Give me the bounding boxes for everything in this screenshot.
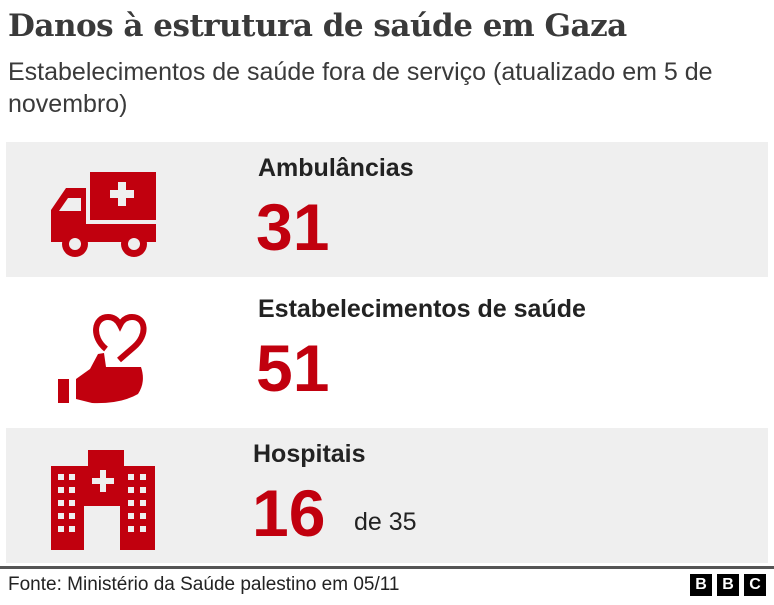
ambulance-icon: [51, 172, 156, 257]
page-subtitle: Estabelecimentos de saúde fora de serviç…: [8, 58, 713, 118]
footer-divider: [0, 566, 774, 569]
stat-panel-hospitals: Hospitais 16 de 35: [6, 428, 768, 563]
stat-value: 16: [252, 476, 326, 550]
source-note: Fonte: Ministério da Saúde palestino em …: [8, 574, 400, 595]
page-title: Danos à estrutura de saúde em Gaza: [8, 8, 627, 44]
bbc-logo: B B C: [690, 574, 766, 596]
stat-label: Estabelecimentos de saúde: [258, 295, 586, 323]
hospital-icon: [51, 450, 155, 550]
stat-panel-ambulances: Ambulâncias 31: [6, 142, 768, 277]
stat-label: Ambulâncias: [258, 154, 414, 182]
stat-value: 51: [256, 331, 330, 405]
bbc-logo-letter: B: [690, 574, 712, 596]
stat-total: de 35: [354, 508, 417, 536]
hand-heart-icon: [58, 313, 147, 404]
stat-label: Hospitais: [253, 440, 366, 468]
stat-value: 31: [256, 190, 330, 264]
bbc-logo-letter: B: [717, 574, 739, 596]
stat-panel-facilities: Estabelecimentos de saúde 51: [6, 285, 768, 420]
bbc-logo-letter: C: [744, 574, 766, 596]
